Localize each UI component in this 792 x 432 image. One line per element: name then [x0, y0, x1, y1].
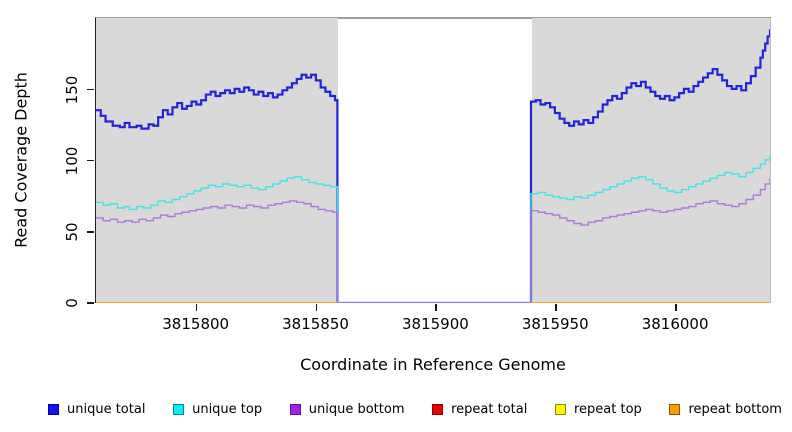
x-axis-tick: [195, 304, 198, 311]
plot-area: [95, 17, 771, 303]
legend-swatch-icon: [173, 403, 185, 415]
legend-swatch-icon: [432, 403, 444, 415]
zero-coverage-gap-region: [338, 18, 533, 303]
legend-swatch-icon: [289, 403, 301, 415]
y-axis-tick-label: 150: [63, 75, 81, 104]
y-axis-tick: [87, 88, 94, 91]
legend-swatch-icon: [555, 403, 566, 415]
y-axis-tick: [87, 160, 94, 162]
x-axis-title: Coordinate in Reference Genome: [300, 355, 566, 374]
x-axis-tick-label: 3815800: [162, 315, 230, 333]
legend-item-repeat-bottom: repeat bottom: [669, 402, 782, 417]
legend-swatch-icon: [669, 403, 681, 415]
legend-item-repeat-top: repeat top: [555, 402, 642, 417]
x-axis-tick: [315, 304, 317, 311]
x-axis-tick: [435, 304, 437, 311]
x-axis-tick-label: 3816000: [641, 315, 709, 333]
legend-swatch-icon: [48, 403, 59, 415]
legend-label: unique total: [67, 401, 146, 417]
legend-label: unique bottom: [308, 401, 405, 417]
x-axis-tick-label: 3815900: [401, 315, 469, 333]
y-axis-tick-label: 0: [63, 298, 81, 308]
y-axis-tick-label: 100: [63, 146, 81, 176]
x-axis-tick: [675, 304, 677, 311]
x-axis-tick-label: 3815950: [521, 315, 589, 333]
y-axis-tick: [87, 302, 94, 304]
legend: unique total unique top unique bottom repea…: [48, 398, 782, 420]
legend-item-unique-total: unique total: [48, 402, 145, 417]
legend-label: repeat total: [451, 401, 528, 417]
x-axis-tick: [555, 304, 557, 311]
legend-label: unique top: [192, 401, 263, 417]
y-axis-tick: [87, 231, 94, 233]
unique-total-line: [96, 29, 770, 303]
legend-label: repeat bottom: [688, 401, 782, 417]
x-axis-tick-label: 3815850: [282, 315, 349, 333]
unique-bottom-line: [96, 178, 770, 303]
legend-item-unique-top: unique top: [173, 402, 262, 417]
legend-item-repeat-total: repeat total: [432, 402, 527, 417]
y-axis-title: Read Coverage Depth: [11, 72, 31, 248]
legend-item-unique-bottom: unique bottom: [289, 401, 405, 417]
coverage-plot-canvas: [96, 29, 770, 303]
legend-label: repeat top: [574, 401, 642, 417]
y-axis-tick-label: 50: [63, 222, 81, 242]
unique-top-line: [96, 155, 770, 303]
